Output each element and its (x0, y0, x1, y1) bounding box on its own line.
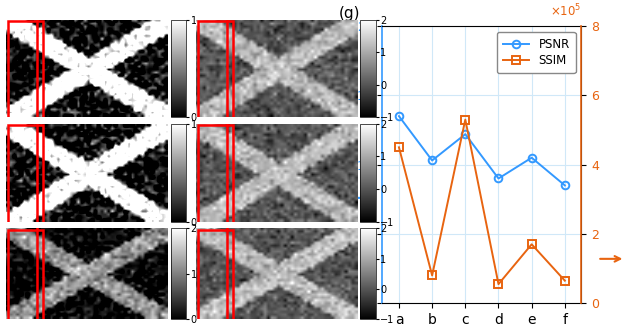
Legend: PSNR, SSIM: PSNR, SSIM (497, 32, 576, 73)
Bar (8, 21, 44, 119)
Text: (b): (b) (268, 130, 285, 143)
Bar (198, 230, 233, 321)
Bar (8, 230, 44, 321)
Bar (198, 21, 233, 119)
Text: (d): (d) (267, 234, 286, 247)
Text: $\times10^{5}$: $\times10^{5}$ (550, 3, 581, 19)
Text: (g): (g) (339, 6, 360, 21)
Bar (8, 126, 44, 223)
Text: (c): (c) (78, 234, 95, 247)
Bar (198, 126, 233, 223)
Text: (a): (a) (78, 130, 95, 143)
